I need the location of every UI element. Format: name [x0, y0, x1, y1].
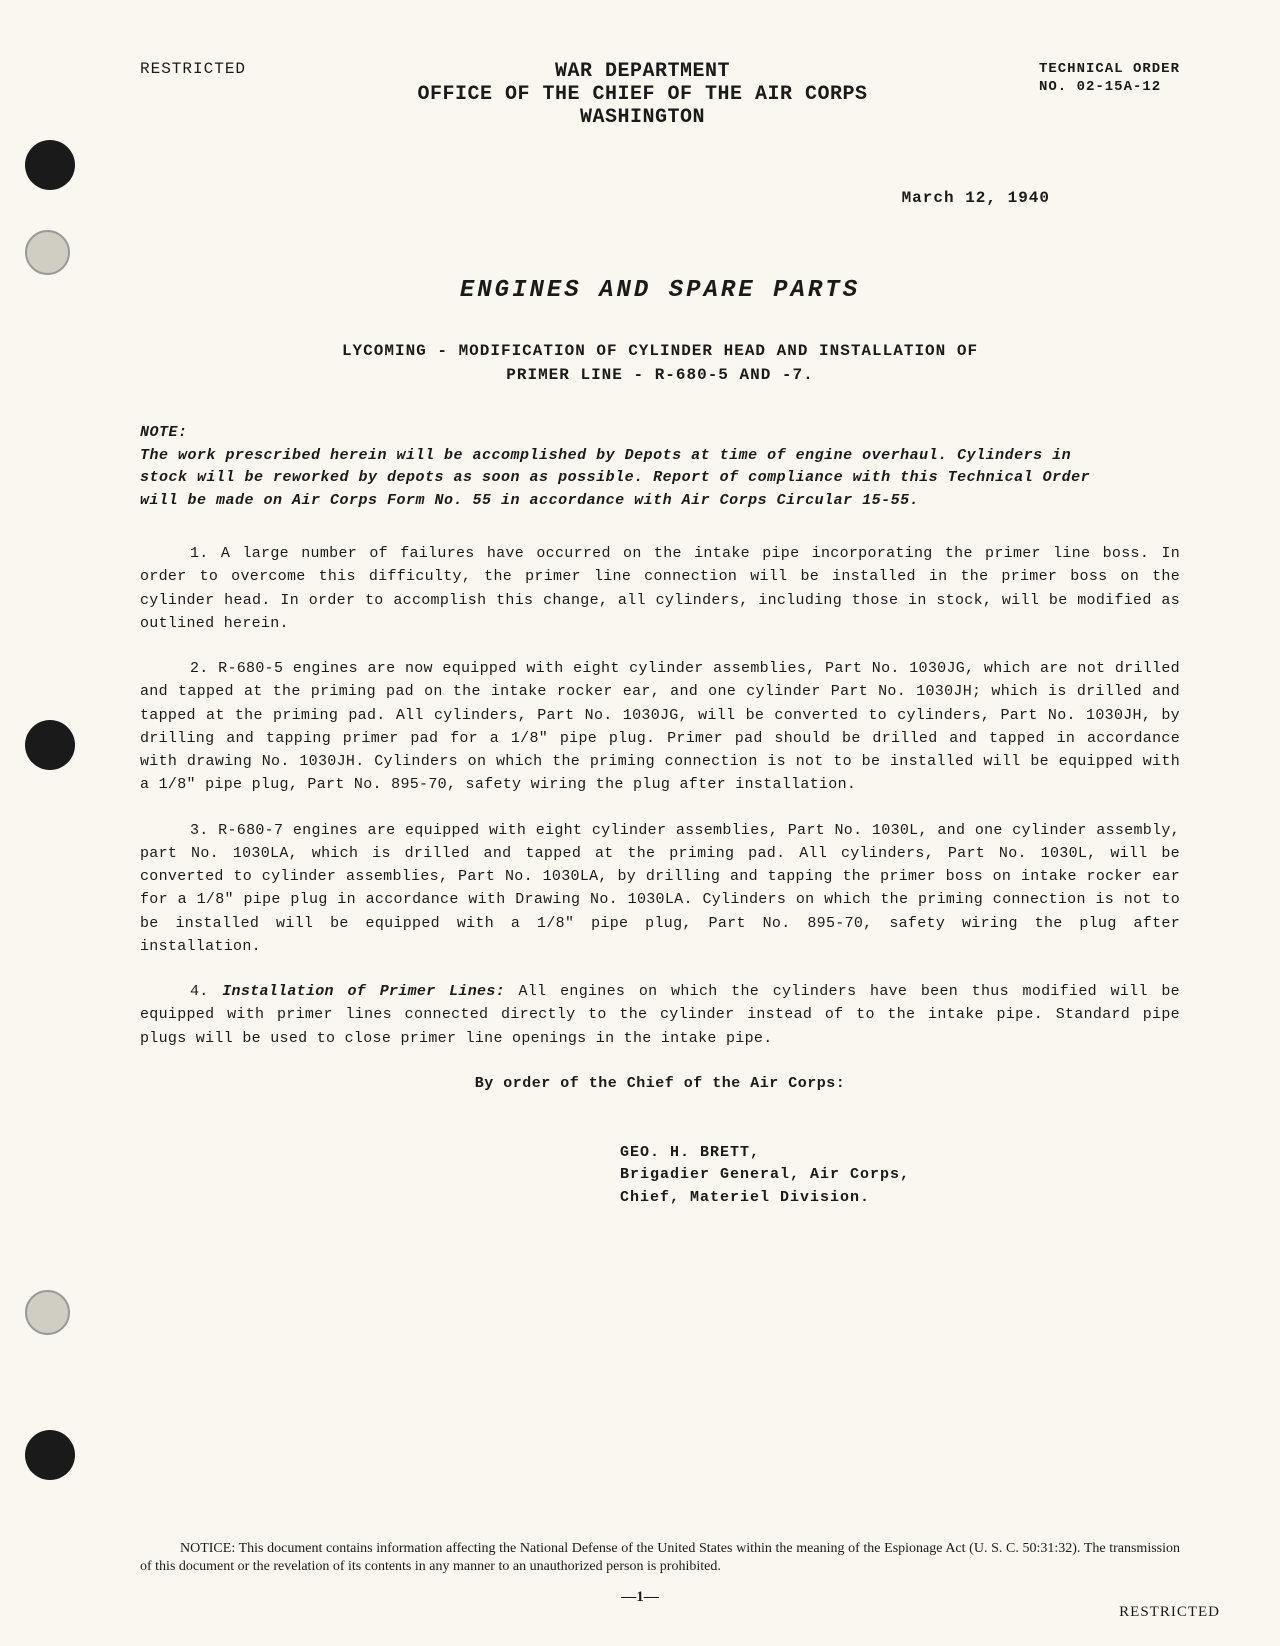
dept-line3: WASHINGTON — [246, 106, 1039, 129]
punch-hole — [25, 1290, 70, 1335]
dept-line2: OFFICE OF THE CHIEF OF THE AIR CORPS — [246, 83, 1039, 106]
paragraph-2: 2. R-680-5 engines are now equipped with… — [140, 657, 1180, 797]
page-number: —1— — [621, 1589, 659, 1606]
signature-title: Chief, Materiel Division. — [620, 1187, 1180, 1210]
punch-hole — [25, 140, 75, 190]
document-date: March 12, 1940 — [140, 189, 1050, 207]
paragraph-1: 1. A large number of failures have occur… — [140, 542, 1180, 635]
paragraph-4: 4. Installation of Primer Lines: All eng… — [140, 980, 1180, 1050]
restricted-label: RESTRICTED — [140, 60, 246, 78]
subtitle-line2: PRIMER LINE - R-680-5 AND -7. — [140, 363, 1180, 387]
tech-order-label: TECHNICAL ORDER — [1039, 60, 1180, 78]
note-label: NOTE: — [140, 422, 195, 445]
tech-order-no: NO. 02-15A-12 — [1039, 78, 1180, 96]
main-title: ENGINES AND SPARE PARTS — [140, 277, 1180, 304]
p4-title: Installation of Primer Lines: — [222, 983, 505, 1000]
punch-hole — [25, 1430, 75, 1480]
signature-name: GEO. H. BRETT, — [620, 1142, 1180, 1165]
footer-restricted: RESTRICTED — [1119, 1604, 1220, 1621]
notice-section: NOTICE: This document contains informati… — [140, 1540, 1180, 1576]
signature-block: GEO. H. BRETT, Brigadier General, Air Co… — [620, 1142, 1180, 1210]
document-page: RESTRICTED WAR DEPARTMENT OFFICE OF THE … — [0, 0, 1280, 1646]
p4-number: 4. — [190, 983, 209, 1000]
header-center: WAR DEPARTMENT OFFICE OF THE CHIEF OF TH… — [246, 60, 1039, 129]
paragraph-3: 3. R-680-7 engines are equipped with eig… — [140, 819, 1180, 959]
dept-line1: WAR DEPARTMENT — [246, 60, 1039, 83]
subtitle: LYCOMING - MODIFICATION OF CYLINDER HEAD… — [140, 339, 1180, 387]
subtitle-line1: LYCOMING - MODIFICATION OF CYLINDER HEAD… — [140, 339, 1180, 363]
header-row: RESTRICTED WAR DEPARTMENT OFFICE OF THE … — [140, 60, 1180, 129]
note-body: The work prescribed herein will be accom… — [140, 445, 1120, 513]
signature-rank: Brigadier General, Air Corps, — [620, 1164, 1180, 1187]
punch-hole — [25, 720, 75, 770]
punch-hole — [25, 230, 70, 275]
by-order-line: By order of the Chief of the Air Corps: — [140, 1075, 1180, 1092]
note-section: NOTE: The work prescribed herein will be… — [140, 422, 1180, 512]
tech-order-block: TECHNICAL ORDER NO. 02-15A-12 — [1039, 60, 1180, 96]
